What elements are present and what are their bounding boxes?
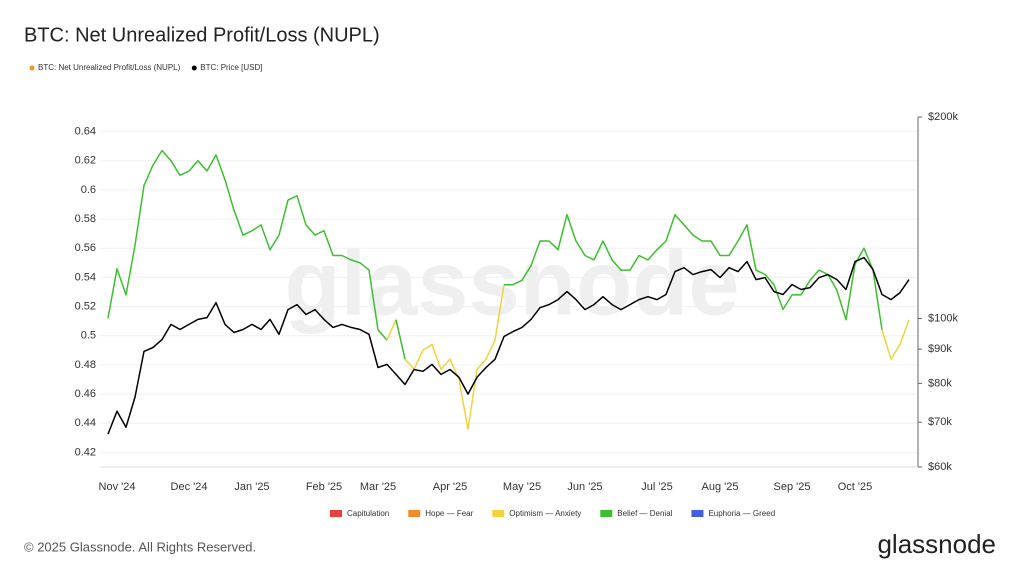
y2-tick-label: $100k: [928, 312, 958, 324]
x-tick-label: Mar '25: [360, 481, 396, 493]
x-tick-label: Jul '25: [641, 481, 672, 493]
x-tick-label: Oct '25: [838, 481, 873, 493]
series-line: [107, 256, 910, 435]
x-tick-label: Aug '25: [702, 481, 739, 493]
y-tick-label: 0.64: [75, 125, 96, 137]
series-line: [386, 319, 397, 341]
y-tick-label: 0.6: [81, 184, 96, 196]
y2-tick-label: $80k: [928, 377, 952, 389]
y-tick-label: 0.54: [75, 271, 96, 283]
zone-legend-marker: [691, 510, 704, 517]
legend-label: BTC: Net Unrealized Profit/Loss (NUPL): [38, 63, 181, 72]
series-line: [881, 319, 910, 360]
y-tick-label: 0.46: [75, 388, 96, 400]
x-tick-label: Nov '24: [99, 481, 136, 493]
series-line: [404, 284, 505, 430]
zone-legend-marker: [600, 510, 613, 517]
zone-legend-label: Optimism — Anxiety: [509, 509, 581, 518]
y-tick-label: 0.56: [75, 242, 96, 254]
zone-legend-label: Belief — Denial: [617, 509, 672, 518]
x-tick-label: Jan '25: [234, 481, 269, 493]
chart-title: BTC: Net Unrealized Profit/Loss (NUPL): [24, 24, 380, 46]
series-line: [504, 213, 883, 331]
x-tick-label: Feb '25: [306, 481, 342, 493]
x-tick-label: May '25: [503, 481, 541, 493]
copyright: © 2025 Glassnode. All Rights Reserved.: [24, 539, 256, 554]
legend-marker: [191, 65, 197, 71]
series-line: [395, 319, 406, 360]
x-tick-label: Sep '25: [774, 481, 811, 493]
zone-legend-marker: [492, 510, 505, 517]
legend-label: BTC: Price [USD]: [200, 63, 262, 72]
x-tick-label: Dec '24: [171, 481, 208, 493]
y-tick-label: 0.58: [75, 213, 96, 225]
y-tick-label: 0.52: [75, 300, 96, 312]
watermark: glassnode: [284, 232, 739, 334]
y2-tick-label: $70k: [928, 416, 952, 428]
x-tick-label: Jun '25: [567, 481, 602, 493]
y-tick-label: 0.44: [75, 417, 96, 429]
series-line: [107, 149, 388, 341]
zone-legend-label: Euphoria — Greed: [708, 509, 775, 518]
zone-legend-marker: [408, 510, 421, 517]
logo: glassnode: [877, 529, 996, 559]
zone-legend-marker: [330, 510, 342, 517]
y-tick-label: 0.5: [81, 330, 96, 342]
y-tick-label: 0.48: [75, 359, 96, 371]
y2-tick-label: $200k: [928, 111, 958, 123]
y2-tick-label: $60k: [928, 461, 952, 473]
zone-legend-label: Capitulation: [347, 509, 389, 518]
x-tick-label: Apr '25: [433, 481, 468, 493]
zone-legend-label: Hope — Fear: [425, 509, 473, 518]
y2-tick-label: $90k: [928, 343, 952, 355]
legend-marker: [29, 65, 35, 71]
y-tick-label: 0.62: [75, 155, 96, 167]
y-tick-label: 0.42: [75, 446, 96, 458]
